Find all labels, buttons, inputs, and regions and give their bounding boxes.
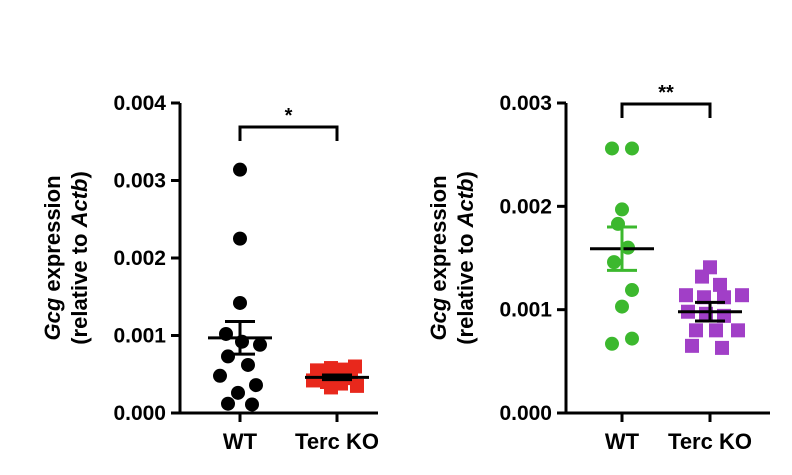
data-point (324, 380, 338, 395)
data-point (306, 373, 320, 388)
data-point (249, 378, 263, 393)
y-tick-label: 0.000 (499, 402, 552, 425)
y-axis-label-text: ) (67, 171, 92, 178)
data-point (253, 337, 267, 352)
data-point (233, 162, 247, 177)
x-category-label: Terc KO (295, 429, 379, 454)
x-category-label: WT (605, 429, 640, 454)
data-point (221, 396, 235, 411)
y-tick-label: 0.004 (113, 92, 166, 115)
y-axis-label: Gcg expression(relative to Actb) (40, 171, 92, 345)
y-axis-label-text: (relative to (453, 227, 478, 344)
y-axis-label-ref: Actb (67, 179, 92, 229)
data-point (717, 290, 731, 305)
y-tick-label: 0.003 (113, 170, 166, 193)
series-wt (208, 162, 272, 412)
data-point (697, 290, 711, 305)
data-point (241, 357, 255, 372)
data-point (625, 283, 639, 298)
data-point (615, 299, 629, 314)
data-point (233, 231, 247, 246)
y-tick-label: 0.003 (499, 92, 552, 115)
y-axis-label-gene: Gcg (40, 297, 65, 340)
y-tick-label: 0.001 (113, 325, 166, 348)
y-axis-label-ref: Actb (453, 179, 478, 229)
y-axis-label-line1: Gcg expression (40, 175, 65, 340)
series-terc-ko (678, 260, 749, 355)
data-point (715, 340, 729, 355)
data-point (245, 397, 259, 412)
y-tick-label: 0.002 (113, 247, 166, 270)
data-point (213, 368, 227, 383)
data-point (221, 349, 235, 364)
significance-label: ** (658, 82, 674, 104)
data-point (625, 331, 639, 346)
panel-left: 0.000 0.001 0.002 0.003 0.004 WT Terc KO Gcg ex… (40, 92, 379, 454)
significance-bracket (620, 102, 712, 118)
data-point (679, 288, 693, 303)
series-wt (590, 141, 654, 351)
data-point (605, 336, 619, 351)
y-axis-label-line1: Gcg expression (426, 175, 451, 340)
significance-label: * (285, 105, 293, 127)
x-category-label: Terc KO (668, 429, 752, 454)
y-tick-label: 0.001 (499, 299, 552, 322)
y-axis-label-text: expression (40, 175, 65, 297)
data-point (695, 269, 709, 284)
data-point (685, 338, 699, 353)
y-axis-label-gene: Gcg (426, 297, 451, 340)
data-point (689, 323, 703, 338)
data-point (615, 202, 629, 217)
data-point (735, 288, 749, 303)
data-point (233, 295, 247, 310)
y-axis-label-line2: (relative to Actb) (67, 171, 92, 345)
data-point (713, 277, 727, 292)
y-tick-label: 0.002 (499, 195, 552, 218)
data-point (731, 323, 745, 338)
data-point (607, 255, 621, 270)
data-point (231, 385, 245, 400)
panel-right: 0.000 0.001 0.002 0.003 WT Terc KO Gcg express… (426, 82, 770, 454)
y-axis-label: Gcg expression(relative to Actb) (426, 171, 478, 345)
y-axis-label-text: expression (426, 175, 451, 297)
x-category-label: WT (223, 429, 258, 454)
data-point (605, 141, 619, 156)
data-point (709, 323, 723, 338)
data-point (348, 359, 362, 374)
y-axis-label-line2: (relative to Actb) (453, 171, 478, 345)
data-point (625, 141, 639, 156)
series-terc-ko (305, 359, 369, 395)
significance-bracket (238, 125, 339, 141)
y-tick-label: 0.000 (113, 402, 166, 425)
data-point (350, 378, 364, 393)
y-axis-label-text: (relative to (67, 227, 92, 344)
y-axis-label-text: ) (453, 171, 478, 178)
